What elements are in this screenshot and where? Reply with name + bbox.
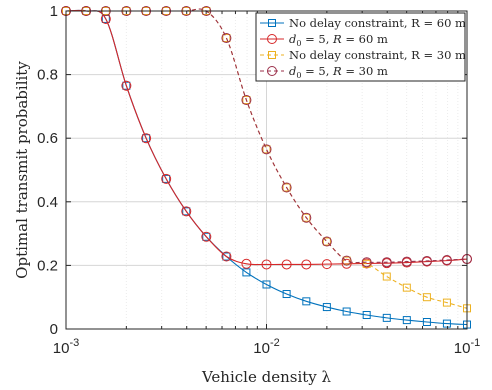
data-point — [162, 174, 171, 183]
data-point — [421, 255, 432, 266]
data-point — [242, 96, 251, 105]
series-line — [65, 9, 468, 266]
y-tick-label: 1 — [50, 3, 58, 20]
data-point — [121, 80, 132, 91]
data-point — [322, 303, 331, 312]
legend-label: No delay constraint, R = 30 m — [289, 48, 466, 62]
data-point — [341, 258, 352, 269]
data-point — [381, 257, 392, 268]
data-point — [261, 259, 272, 270]
legend-label-part: = 60 m — [342, 32, 388, 46]
data-point — [442, 298, 451, 307]
data-point — [262, 280, 271, 289]
legend-label-part: R — [332, 32, 342, 46]
legend-label-part: No delay constraint, R = 30 m — [289, 48, 466, 62]
data-point — [241, 258, 252, 269]
data-point — [422, 293, 431, 302]
data-point — [221, 33, 232, 44]
data-point — [361, 257, 372, 268]
data-point — [281, 182, 292, 193]
data-point — [282, 290, 291, 299]
data-point — [181, 206, 192, 217]
legend-label: d0 = 5, R = 30 m — [289, 64, 388, 80]
data-point — [222, 34, 231, 43]
data-point — [142, 134, 151, 143]
x-tick-label: 10-1 — [454, 337, 480, 357]
data-point — [362, 311, 371, 320]
data-point — [122, 81, 131, 90]
x-tick-label-exponent: -2 — [270, 337, 280, 349]
legend-label-part: R — [332, 64, 342, 78]
data-point — [422, 318, 431, 327]
legend-label-part: d — [289, 32, 296, 46]
legend-label-part: No delay constraint, R = 60 m — [289, 16, 466, 30]
legend-marker — [267, 34, 277, 44]
data-point — [161, 173, 172, 184]
data-point — [402, 283, 411, 292]
legend-item: No delay constraint, R = 30 m — [260, 48, 466, 62]
legend-label-part: 0 — [296, 39, 301, 48]
data-point — [342, 256, 351, 265]
x-tick-label: 10-2 — [253, 337, 279, 357]
data-point — [302, 297, 311, 306]
data-point — [302, 213, 311, 222]
legend-marker — [267, 66, 277, 76]
data-point — [201, 231, 212, 242]
y-tick-label: 0.2 — [37, 257, 58, 274]
legend-label-part: = 5, — [301, 32, 333, 46]
data-point — [301, 259, 312, 270]
data-point — [182, 207, 191, 216]
data-point — [382, 272, 391, 281]
legend: No delay constraint, R = 60 md0 = 5, R =… — [255, 12, 466, 82]
legend-marker — [268, 51, 276, 59]
x-tick-label-base: 10 — [454, 340, 471, 357]
data-point — [441, 254, 452, 265]
data-point — [261, 144, 272, 155]
data-point — [222, 252, 231, 261]
data-point — [262, 145, 271, 154]
data-point — [401, 256, 412, 267]
x-tick-label: 10-3 — [53, 337, 79, 357]
legend-label-part: d — [289, 64, 296, 78]
data-point — [202, 232, 211, 241]
legend-box — [255, 12, 466, 82]
legend-label-part: = 30 m — [342, 64, 388, 78]
data-point — [402, 316, 411, 325]
x-tick-label-exponent: -1 — [470, 337, 480, 349]
x-tick-label-base: 10 — [53, 340, 70, 357]
data-point — [341, 255, 352, 266]
data-point — [241, 95, 252, 106]
legend-marker — [268, 19, 276, 27]
data-point — [362, 259, 371, 268]
legend-label: No delay constraint, R = 60 m — [289, 16, 466, 30]
legend-label-part: = 5, — [301, 64, 333, 78]
data-point — [281, 259, 292, 270]
legend-item: No delay constraint, R = 60 m — [260, 16, 466, 30]
data-point — [221, 251, 232, 262]
data-point — [141, 133, 152, 144]
data-point — [382, 313, 391, 322]
y-tick-label: 0.8 — [37, 67, 58, 84]
data-point — [442, 319, 451, 328]
legend-label: d0 = 5, R = 60 m — [289, 32, 388, 48]
legend-item: d0 = 5, R = 30 m — [260, 64, 388, 80]
data-point — [321, 259, 332, 270]
x-axis-label: Vehicle density λ — [201, 368, 332, 386]
x-tick-label-exponent: -3 — [69, 337, 79, 349]
x-tick-label-base: 10 — [253, 340, 270, 357]
y-tick-label: 0.4 — [37, 194, 58, 211]
data-point — [322, 237, 331, 246]
data-point — [242, 268, 251, 277]
legend-item: d0 = 5, R = 60 m — [260, 32, 388, 48]
data-point — [321, 236, 332, 247]
y-tick-label: 0.6 — [37, 130, 58, 147]
data-point — [301, 212, 312, 223]
data-point — [342, 307, 351, 316]
y-axis-label: Optimal transmit probability — [13, 61, 31, 279]
legend-label-part: 0 — [296, 71, 301, 80]
data-point — [282, 183, 291, 192]
y-tick-label: 0 — [50, 321, 58, 338]
